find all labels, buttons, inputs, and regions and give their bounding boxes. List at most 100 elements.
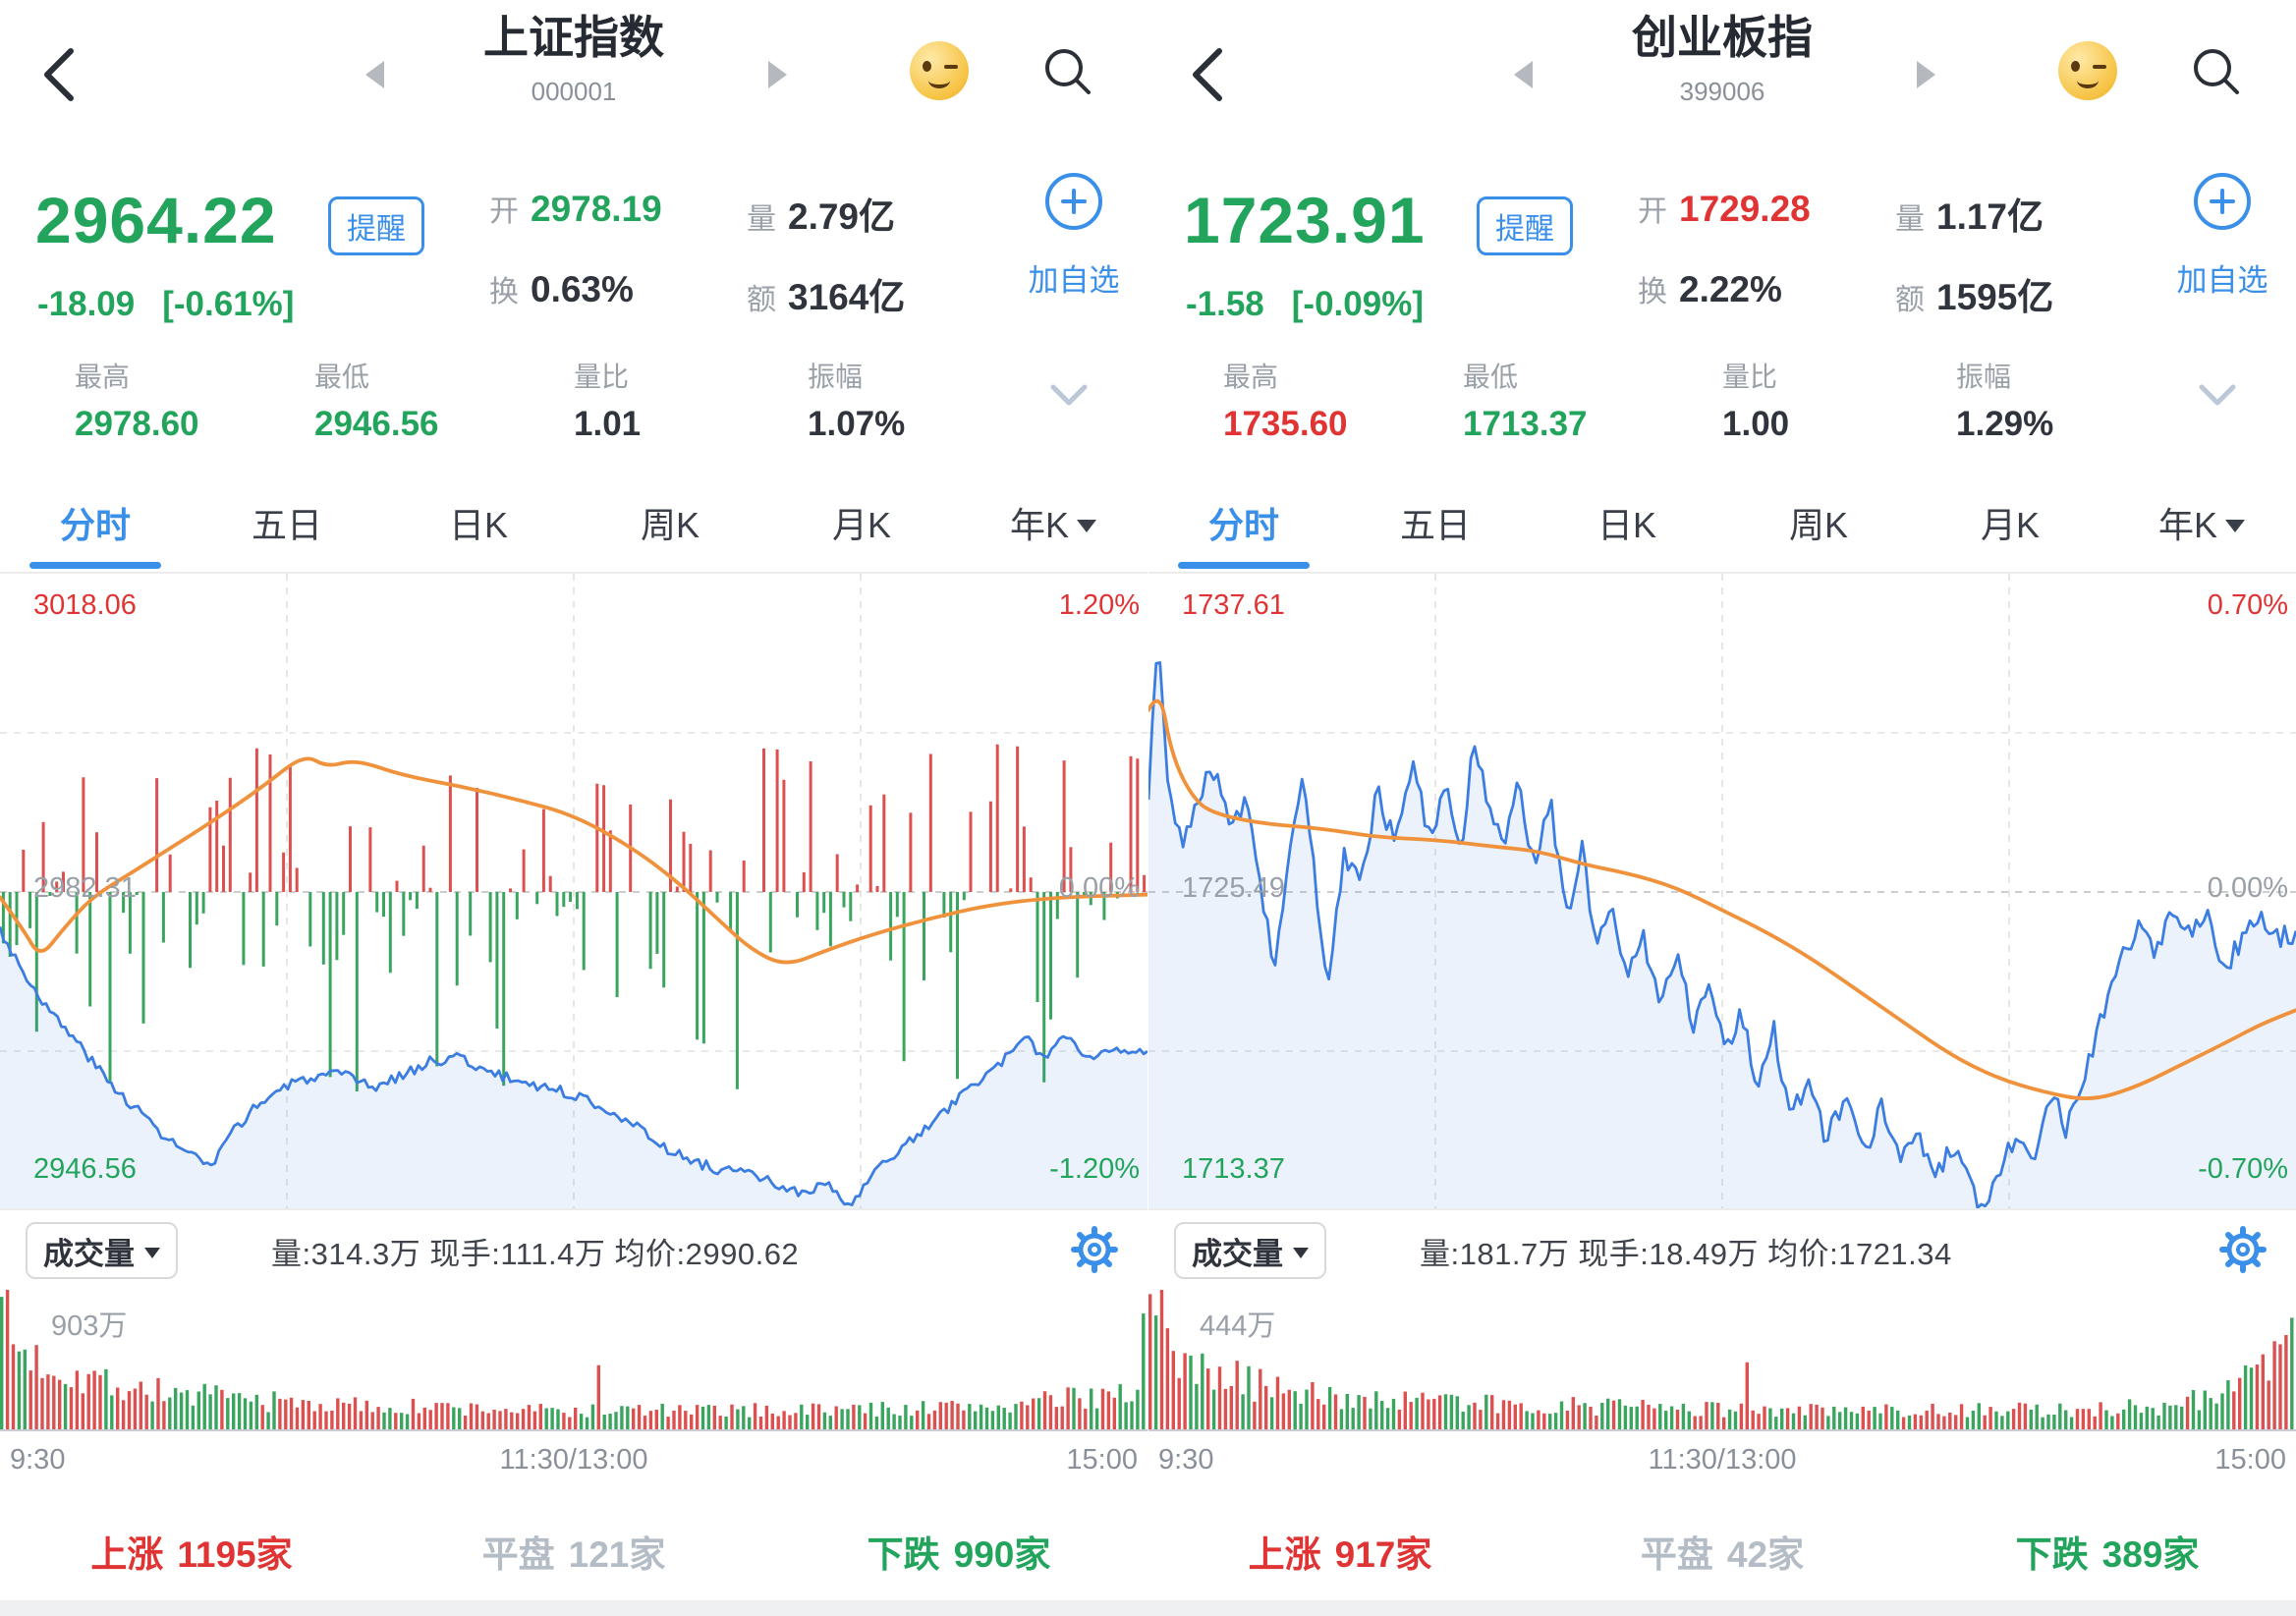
low-label: 最低 [1463,362,1519,392]
tab-daily-k[interactable]: 日K [448,505,509,545]
add-watchlist-button[interactable] [1045,173,1102,230]
volume-chart[interactable] [1148,1290,2296,1429]
divider [1148,572,2296,574]
back-chevron-icon [44,48,74,101]
divider [1148,1429,2296,1431]
indicator-selector[interactable]: 成交量 [1174,1222,1326,1279]
change-percent: [-0.61%] [162,285,295,323]
caret-down-icon [144,1247,160,1258]
search-button[interactable] [1039,43,1096,100]
mascot-emoji[interactable] [910,41,969,100]
volume-chart[interactable] [0,1290,1148,1429]
chart-high-label: 3018.06 [33,589,137,621]
back-button[interactable] [1188,43,1243,106]
chart-low-label: 2946.56 [33,1153,137,1185]
chart-prevclose-label: 1725.49 [1182,872,1285,904]
alert-button[interactable]: 提醒 [1477,196,1573,255]
unchanged-count: 平盘 42家 [1640,1534,1805,1575]
add-watchlist-label[interactable]: 加自选 [2176,263,2268,298]
back-chevron-icon [1193,48,1222,101]
amplitude-value: 1.29% [1956,405,2054,443]
add-watchlist-label[interactable]: 加自选 [1028,263,1120,298]
tab-5day[interactable]: 五日 [251,505,323,545]
chart-zero-pct: 0.00% [1058,872,1140,904]
settings-button[interactable] [2215,1222,2270,1277]
quote-col-volume-amount: 量 1.17亿 额 1595亿 [1895,187,2053,317]
tab-weekly-k[interactable]: 周K [1788,505,1849,545]
low-value: 1713.37 [1463,405,1588,443]
unchanged-count: 平盘 121家 [481,1534,666,1575]
caret-down-icon [2225,519,2246,532]
mascot-emoji[interactable] [2058,41,2117,100]
chart-prevclose-label: 2982.31 [33,872,137,904]
volume-ratio-label: 量比 [574,362,630,392]
amplitude-label: 振幅 [1956,362,2012,392]
settings-button[interactable] [1067,1222,1122,1277]
prev-stock-icon[interactable] [1514,61,1533,88]
tab-yearly-k[interactable]: 年K [1010,497,1097,548]
caret-down-icon [1293,1247,1309,1258]
low-value: 2946.56 [314,405,439,443]
chart-low-pct: -0.70% [2198,1153,2288,1185]
high-label: 最高 [75,362,131,392]
active-tab-indicator [29,562,161,569]
minute-chart[interactable] [0,574,1148,1210]
amplitude-label: 振幅 [808,362,864,392]
volume-value: 1.17亿 [1936,196,2044,237]
indicator-selector[interactable]: 成交量 [26,1222,178,1279]
chart-high-pct: 1.20% [1058,589,1140,621]
chevron-down-icon [2199,384,2236,406]
chart-high-label: 1737.61 [1182,589,1285,621]
chart-high-pct: 0.70% [2207,589,2288,621]
back-button[interactable] [39,43,94,106]
volume-label: 量 [747,203,776,236]
volume-ratio-value: 1.00 [1722,405,1790,443]
high-value: 1735.60 [1223,405,1348,443]
decliners-count: 下跌 990家 [867,1534,1051,1575]
stock-code: 399006 [1679,77,1765,106]
add-watchlist-button[interactable] [2194,173,2251,230]
price-change: -18.09 [-0.61%] [37,285,294,324]
quote-col-open-turnover: 开 2978.19 换 0.63% [489,187,662,314]
expand-stats-button[interactable] [2198,383,2237,409]
price-change: -1.58 [-0.09%] [1186,285,1424,324]
low-label: 最低 [314,362,370,392]
advancers-count: 上涨 1195家 [90,1534,293,1575]
tab-yearly-k[interactable]: 年K [2158,497,2246,548]
prev-stock-icon[interactable] [365,61,384,88]
volume-ratio-value: 1.01 [574,405,642,443]
amplitude-value: 1.07% [808,405,906,443]
open-value: 2978.19 [531,189,662,229]
minute-chart[interactable] [1148,574,2296,1210]
divider [1148,1208,2296,1210]
tab-minute[interactable]: 分时 [1207,505,1280,545]
time-midday: 11:30/13:00 [499,1444,648,1476]
next-stock-icon[interactable] [768,61,787,88]
expand-stats-button[interactable] [1049,383,1089,409]
chart-low-label: 1713.37 [1182,1153,1285,1185]
time-open: 9:30 [1158,1444,1214,1476]
alert-button[interactable]: 提醒 [328,196,424,255]
next-section-divider [0,1600,2296,1616]
tab-minute[interactable]: 分时 [59,505,132,545]
tab-monthly-k[interactable]: 月K [831,505,892,545]
search-icon [2194,49,2239,94]
tab-5day[interactable]: 五日 [1399,505,1472,545]
change-percent: [-0.09%] [1291,285,1424,323]
high-label: 最高 [1223,362,1279,392]
open-value: 1729.28 [1679,189,1811,229]
next-stock-icon[interactable] [1917,61,1935,88]
turnover-value: 0.63% [531,269,634,309]
stock-code: 000001 [531,77,617,106]
caret-down-icon [1077,519,1097,532]
amount-value: 3164亿 [788,277,906,317]
tab-monthly-k[interactable]: 月K [1980,505,2041,545]
search-icon [1045,49,1091,94]
time-close: 15:00 [1066,1444,1138,1476]
current-price: 2964.22 [35,184,277,256]
tab-weekly-k[interactable]: 周K [640,505,700,545]
tab-daily-k[interactable]: 日K [1596,505,1657,545]
chevron-down-icon [1050,384,1088,406]
time-close: 15:00 [2214,1444,2286,1476]
search-button[interactable] [2188,43,2245,100]
